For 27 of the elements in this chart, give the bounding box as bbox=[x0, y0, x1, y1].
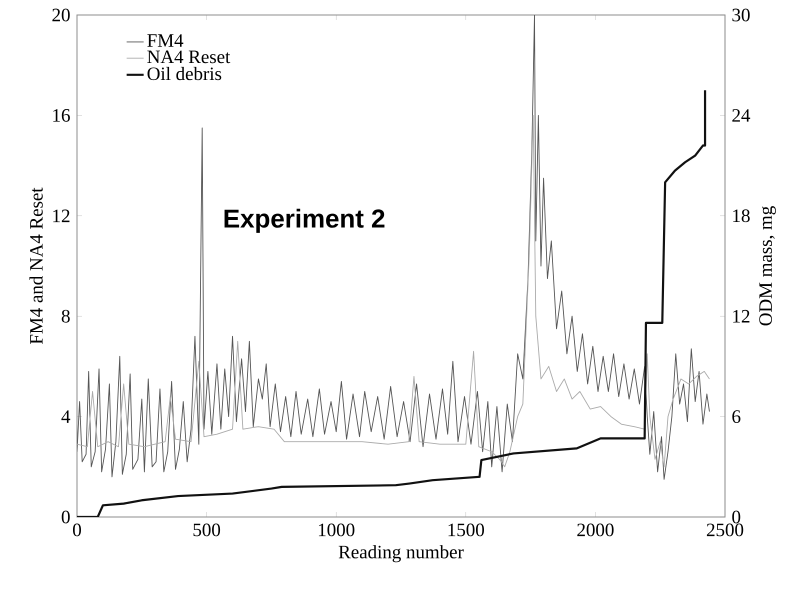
line-series bbox=[77, 89, 706, 517]
y2-tick-label: 6 bbox=[732, 410, 740, 423]
x-tick-label: 1000 bbox=[318, 524, 354, 536]
y2-tick-label: 30 bbox=[732, 8, 750, 22]
y-axis-title: FM4 and NA4 Reset bbox=[29, 188, 43, 344]
x-tick-label: 2000 bbox=[577, 524, 614, 536]
x-tick-label: 2500 bbox=[706, 524, 744, 536]
y-tick-label: 4 bbox=[61, 410, 70, 423]
annotation: Experiment 2 bbox=[224, 208, 384, 233]
y2-tick-label: 0 bbox=[732, 510, 740, 524]
x-tick-label: 1500 bbox=[448, 524, 484, 536]
y2-axis-title: ODM mass, mg bbox=[759, 206, 776, 326]
y-tick-label: 0 bbox=[62, 510, 70, 524]
y2-tick-label: 12 bbox=[733, 310, 750, 322]
legend-label: Oil debris bbox=[148, 66, 222, 80]
y2-tick-label: 24 bbox=[732, 109, 750, 122]
x-tick-label: 0 bbox=[72, 524, 81, 536]
y-tick-label: 20 bbox=[52, 8, 70, 22]
y-tick-label: 8 bbox=[62, 310, 70, 323]
x-tick-label: 500 bbox=[194, 524, 220, 536]
legend-label: NA4 Reset bbox=[147, 50, 230, 64]
y-tick-label: 16 bbox=[53, 109, 70, 122]
legend-label: FM4 bbox=[147, 34, 184, 47]
y-tick-label: 12 bbox=[53, 210, 70, 222]
line-series bbox=[77, 14, 710, 480]
x-axis-title: Reading number bbox=[338, 545, 464, 562]
y2-tick-label: 18 bbox=[733, 209, 750, 222]
